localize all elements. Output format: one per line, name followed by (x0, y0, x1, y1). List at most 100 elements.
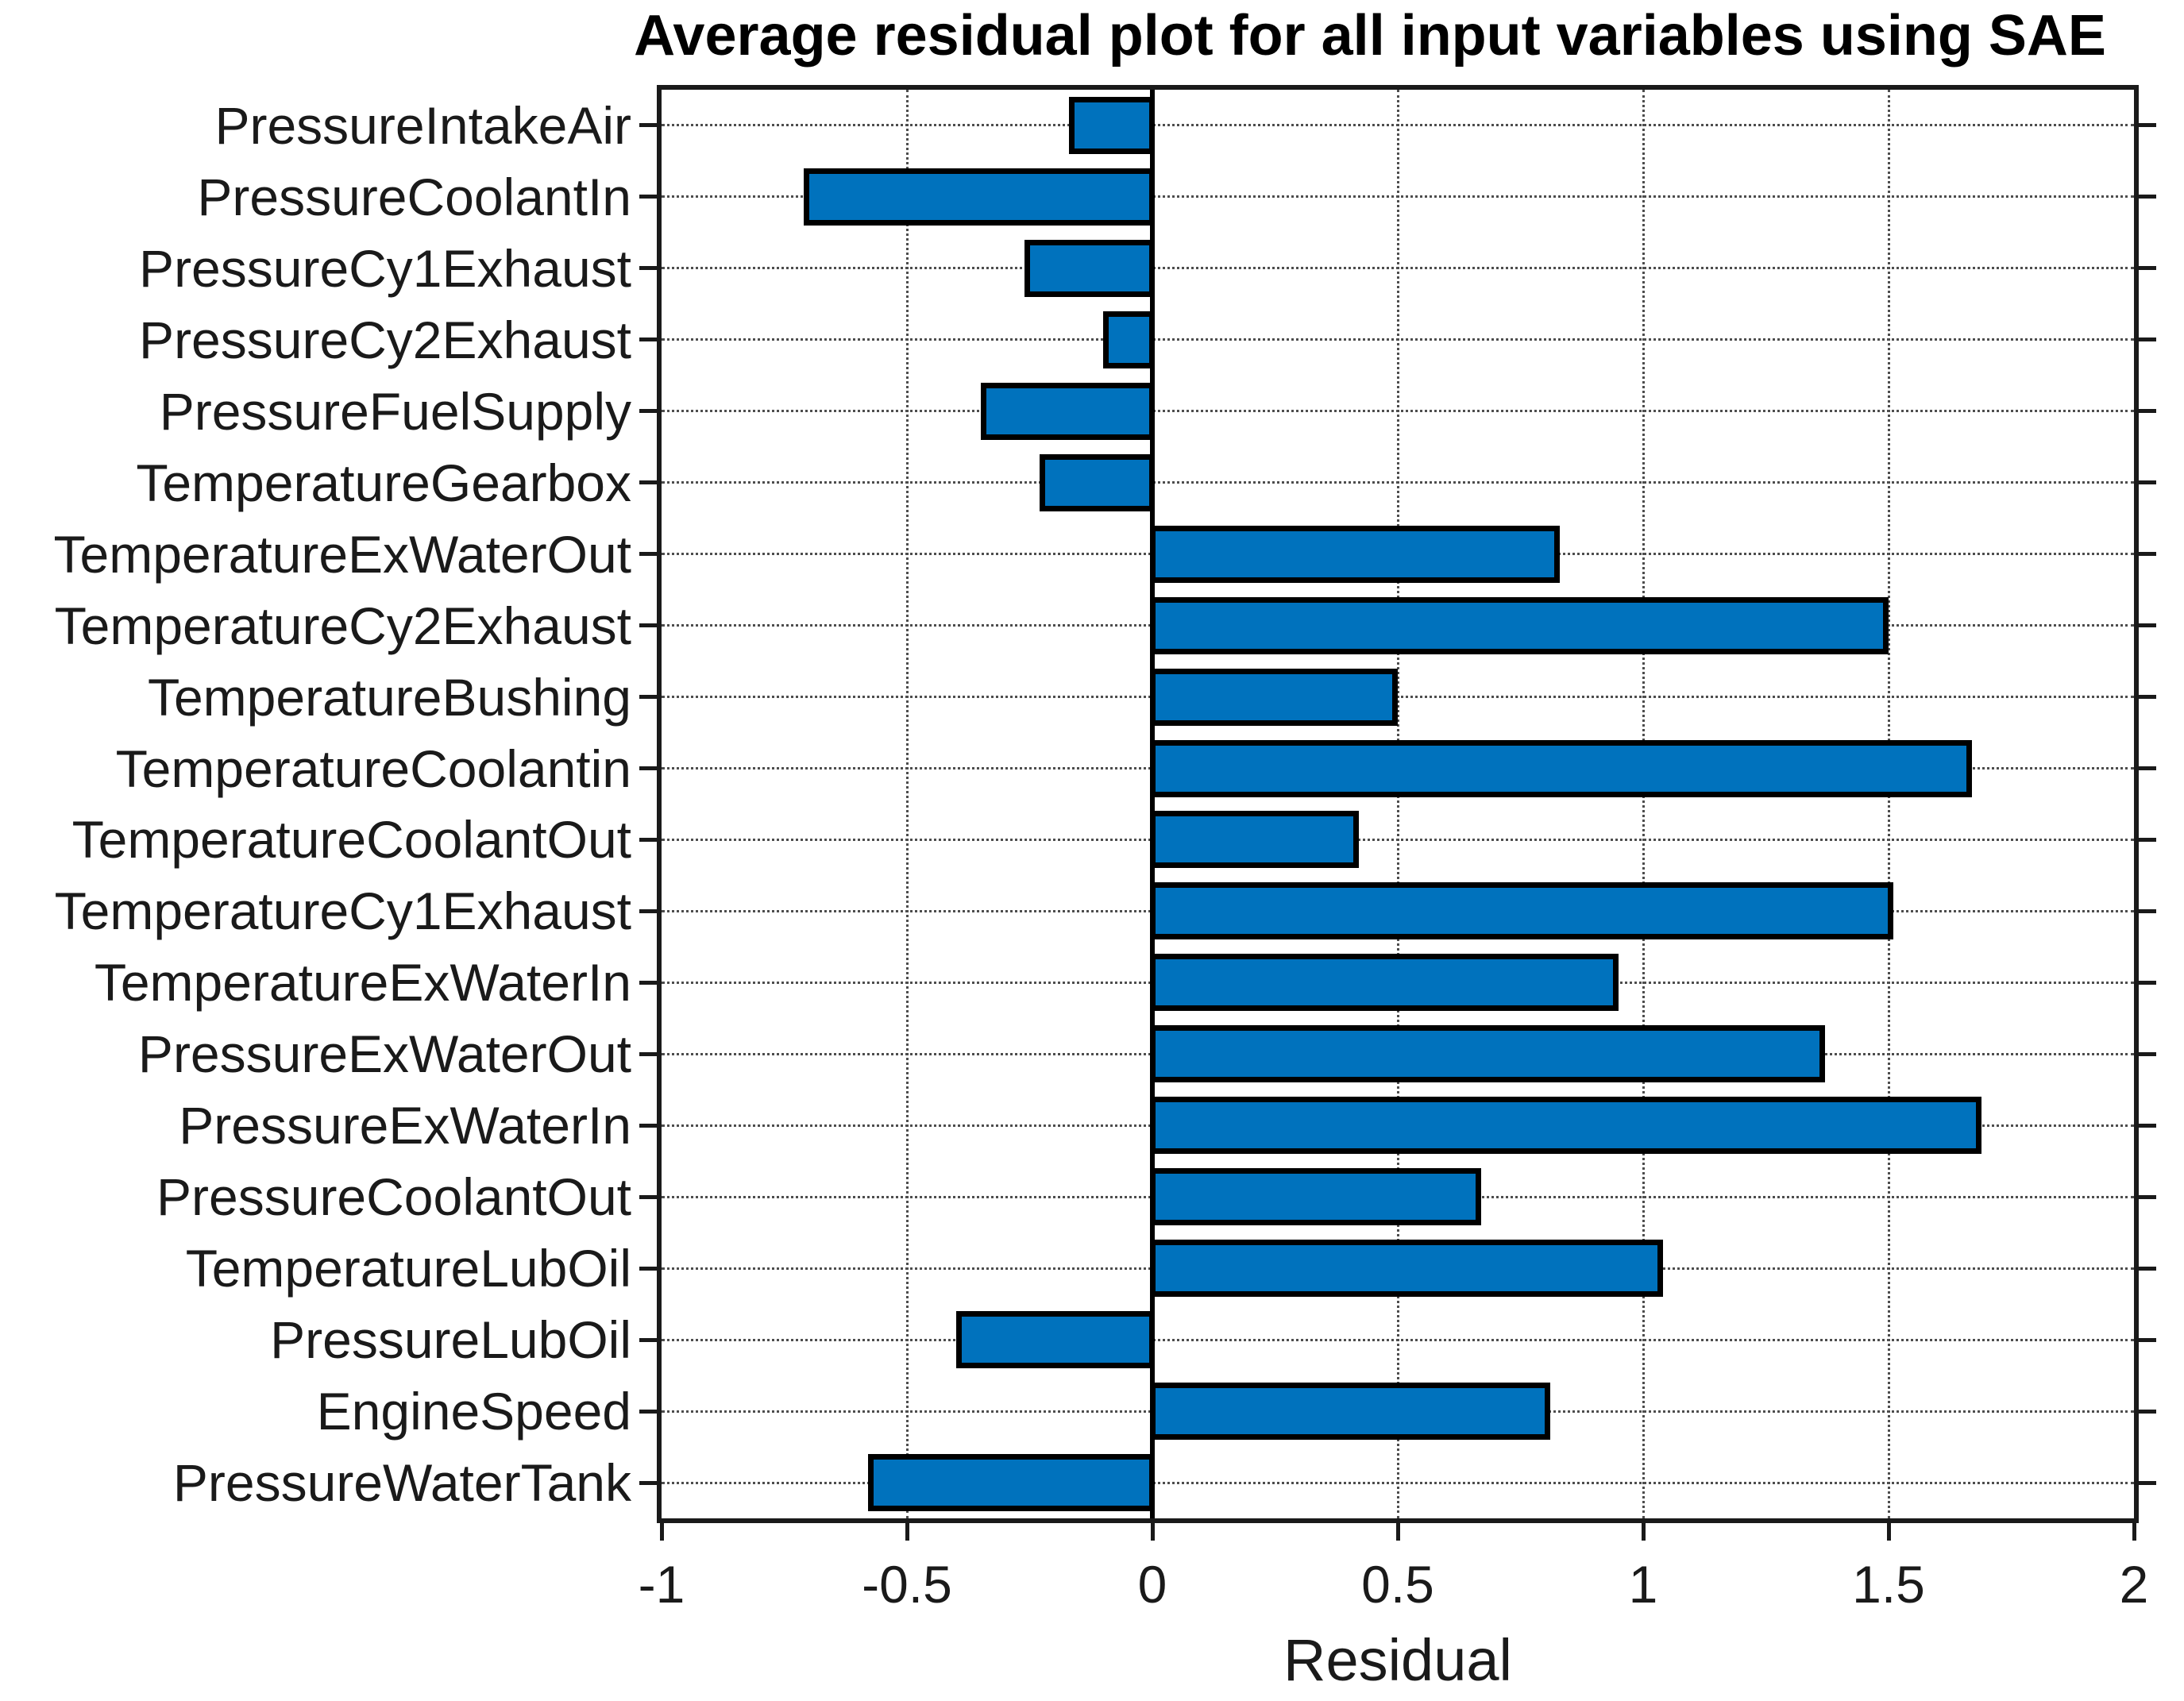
y-axis-tick-label: PressureFuelSupply (159, 381, 631, 441)
y-axis-tick-mark (2139, 766, 2156, 771)
y-axis-tick-mark (639, 338, 657, 342)
bar (1150, 525, 1560, 583)
y-axis-tick-mark (639, 1051, 657, 1056)
y-axis-tick-mark (2139, 695, 2156, 700)
y-axis-tick-label: EngineSpeed (316, 1382, 631, 1441)
bar (1150, 596, 1889, 654)
bar (1150, 668, 1398, 726)
y-axis-tick-mark (639, 1123, 657, 1128)
plot-area (657, 85, 2139, 1523)
y-axis-tick-mark (2139, 195, 2156, 199)
x-axis-tick-mark (1150, 1523, 1155, 1541)
bar (1039, 453, 1155, 511)
bar (867, 1454, 1155, 1512)
y-axis-tick-mark (2139, 123, 2156, 128)
y-axis-tick-mark (2139, 338, 2156, 342)
chart-title: Average residual plot for all input vari… (634, 4, 2106, 68)
grid-line-vertical (905, 90, 909, 1518)
x-axis-tick-mark (1395, 1523, 1400, 1541)
x-axis-tick-label: -0.5 (862, 1555, 952, 1614)
y-axis-tick-mark (2139, 1123, 2156, 1128)
y-axis-tick-label: PressureCoolantOut (156, 1167, 631, 1227)
y-axis-tick-mark (2139, 837, 2156, 842)
y-axis-tick-mark (639, 1480, 657, 1485)
y-axis-tick-label: TemperatureCoolantOut (71, 810, 631, 870)
bar (1150, 1240, 1663, 1298)
bar (1150, 954, 1619, 1012)
bar (1150, 739, 1973, 797)
y-axis-tick-mark (2139, 1051, 2156, 1056)
y-axis-tick-mark (639, 195, 657, 199)
x-axis-tick-label: 0.5 (1361, 1555, 1434, 1614)
bar (980, 382, 1155, 440)
y-axis-tick-label: PressureExWaterIn (179, 1096, 631, 1155)
y-axis-tick-label: TemperatureCoolantin (115, 739, 631, 798)
bar (1024, 239, 1155, 297)
y-axis-tick-label: TemperatureGearbox (136, 453, 631, 512)
y-axis-tick-mark (639, 1337, 657, 1342)
y-axis-tick-label: TemperatureExWaterIn (94, 953, 631, 1012)
x-axis-tick-mark (1886, 1523, 1891, 1541)
y-axis-tick-mark (639, 1266, 657, 1271)
y-axis-tick-label: TemperatureExWaterOut (53, 524, 631, 584)
bar (955, 1311, 1155, 1369)
y-axis-tick-mark (2139, 1337, 2156, 1342)
y-axis-tick-mark (639, 980, 657, 985)
y-axis-tick-mark (2139, 480, 2156, 485)
y-axis-tick-mark (2139, 552, 2156, 557)
y-axis-tick-mark (639, 123, 657, 128)
y-axis-tick-mark (639, 552, 657, 557)
x-axis-tick-mark (905, 1523, 909, 1541)
x-axis-label: Residual (1283, 1627, 1512, 1693)
bar (804, 168, 1155, 226)
bar (1150, 1097, 1982, 1155)
y-axis-tick-mark (639, 623, 657, 628)
y-axis-tick-mark (639, 695, 657, 700)
y-axis-tick-label: PressureCy1Exhaust (139, 238, 631, 298)
y-axis-tick-label: TemperatureCy2Exhaust (54, 596, 631, 655)
x-axis-tick-label: 1 (1628, 1555, 1658, 1614)
bar (1150, 1168, 1482, 1226)
y-axis-tick-label: TemperatureLubOil (185, 1239, 631, 1298)
y-axis-tick-mark (2139, 409, 2156, 414)
y-axis-tick-mark (639, 266, 657, 271)
zero-baseline (1150, 90, 1155, 1518)
y-axis-tick-mark (2139, 623, 2156, 628)
y-axis-tick-mark (639, 908, 657, 913)
y-axis-tick-label: PressureLubOil (270, 1310, 631, 1370)
y-axis-tick-mark (2139, 980, 2156, 985)
y-axis-tick-label: TemperatureCy1Exhaust (54, 881, 631, 941)
x-axis-tick-mark (659, 1523, 664, 1541)
x-axis-tick-label: -1 (638, 1555, 685, 1614)
grid-line-vertical (1887, 90, 1890, 1518)
y-axis-tick-label: PressureCy2Exhaust (139, 310, 631, 369)
bar (1150, 811, 1359, 869)
y-axis-tick-label: TemperatureBushing (147, 667, 631, 727)
y-axis-tick-mark (2139, 1480, 2156, 1485)
y-axis-tick-label: PressureIntakeAir (214, 95, 631, 155)
x-axis-tick-mark (1641, 1523, 1646, 1541)
bar (1150, 1025, 1825, 1083)
y-axis-tick-mark (2139, 1409, 2156, 1414)
y-axis-tick-mark (639, 480, 657, 485)
x-axis-tick-label: 2 (2119, 1555, 2149, 1614)
x-axis-tick-mark (2132, 1523, 2136, 1541)
bar (1150, 882, 1894, 940)
y-axis-tick-mark (2139, 1266, 2156, 1271)
bar (1103, 310, 1155, 368)
y-axis-tick-mark (639, 409, 657, 414)
y-axis-tick-mark (639, 1194, 657, 1199)
y-axis-tick-mark (639, 1409, 657, 1414)
grid-line-vertical (1396, 90, 1399, 1518)
y-axis-tick-label: PressureExWaterOut (137, 1024, 631, 1084)
x-axis-tick-label: 0 (1137, 1555, 1167, 1614)
bar (1068, 96, 1155, 154)
y-axis-tick-mark (2139, 266, 2156, 271)
x-axis-tick-label: 1.5 (1852, 1555, 1925, 1614)
y-axis-tick-label: PressureCoolantIn (197, 167, 631, 226)
y-axis-tick-mark (2139, 908, 2156, 913)
y-axis-tick-label: PressureWaterTank (172, 1453, 631, 1513)
y-axis-tick-mark (639, 766, 657, 771)
y-axis-tick-mark (2139, 1194, 2156, 1199)
